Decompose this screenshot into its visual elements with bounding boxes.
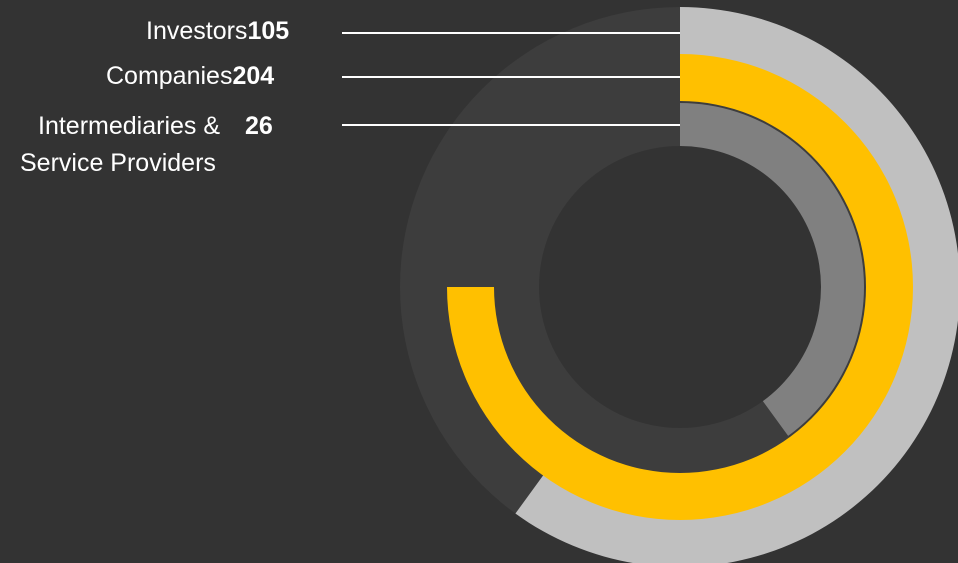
legend-intermediaries-label-line2: Service Providers xyxy=(20,149,216,177)
chart-center xyxy=(539,146,821,428)
legend-companies-label: Companies xyxy=(106,62,233,90)
legend-intermediaries-label-line1: Intermediaries & xyxy=(38,112,221,140)
legend-intermediaries: Intermediaries & 26 xyxy=(38,111,273,141)
legend-investors-value: 105 xyxy=(247,17,290,45)
legend-companies: Companies204 xyxy=(106,61,274,91)
arc-intermediaries xyxy=(680,103,864,436)
legend-companies-value: 204 xyxy=(232,62,275,90)
legend-investors-label: Investors xyxy=(146,17,248,45)
arc-investors xyxy=(515,7,958,563)
legend-intermediaries-value: 26 xyxy=(244,112,273,140)
legend-investors: Investors105 xyxy=(146,16,289,46)
legend-intermediaries-line2: Service Providers xyxy=(20,148,216,178)
